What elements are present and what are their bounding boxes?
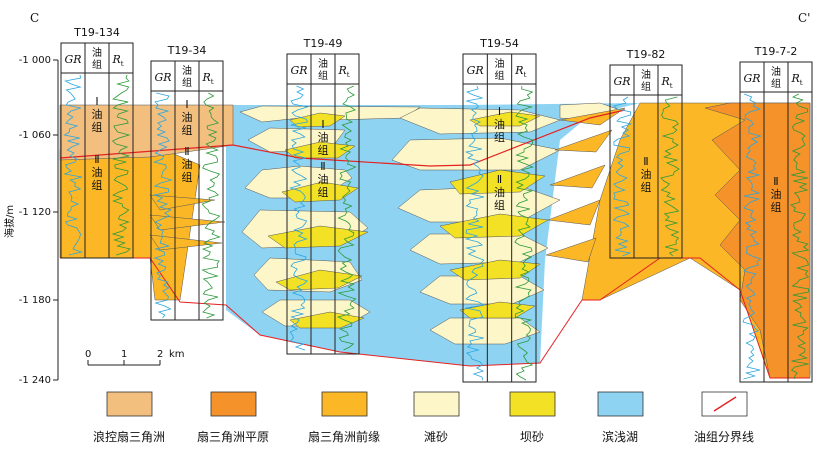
legend-item: 坝砂 xyxy=(509,391,556,444)
rt-column-header: Rt xyxy=(201,71,213,86)
rt-log-curve xyxy=(201,92,221,319)
rt-column-header: Rt xyxy=(111,53,123,68)
rt-log-curve xyxy=(514,85,535,381)
y-tick-label: -1 000 xyxy=(19,55,51,66)
oil-group-label: Ⅰ 油组 xyxy=(92,95,103,134)
rt-log-curve xyxy=(790,93,810,380)
well-t19-54: T19-54 GR 油组 Rt Ⅰ 油组 Ⅱ 油组 xyxy=(462,37,537,383)
section-base-line xyxy=(60,257,810,379)
rt-column-header: Rt xyxy=(337,64,349,79)
oil-group-label: Ⅱ 油组 xyxy=(494,173,505,212)
bar-sand-lenses xyxy=(267,111,549,329)
gr-log-curve xyxy=(742,93,762,380)
legend-label: 滨浅湖 xyxy=(602,429,638,444)
well-t19-134: T19-134 GR 油组 Rt Ⅰ 油组 Ⅱ 油组 xyxy=(60,26,134,259)
well-name: T19-7-2 xyxy=(754,45,798,58)
y-tick-label: -1 060 xyxy=(19,130,51,141)
y-axis: -1 000 -1 060 -1 120 -1 180 -1 240 海拔/m xyxy=(3,55,59,386)
scale-bar: 0 1 2 km xyxy=(85,349,185,366)
gr-log-curve xyxy=(464,85,485,381)
gr-column-header: GR xyxy=(467,64,484,77)
legend-item: 扇三角洲前缘 xyxy=(308,391,380,444)
oil-group-column-header: 油组 xyxy=(641,68,651,93)
gr-column-header: GR xyxy=(154,71,171,84)
oil-group-label: Ⅱ 油组 xyxy=(182,145,193,184)
oil-group-column-header: 油组 xyxy=(318,57,328,82)
legend-swatch xyxy=(413,391,460,417)
gr-log-curve xyxy=(152,92,173,319)
oil-group-label: Ⅱ 油组 xyxy=(641,155,652,194)
y-tick-label: -1 180 xyxy=(19,295,51,306)
well-t19-34: T19-34 GR 油组 Rt Ⅰ 油组 Ⅱ 油组 xyxy=(150,44,224,321)
gr-log-curve xyxy=(63,74,83,256)
legend-label: 滩砂 xyxy=(424,430,448,444)
legend-label: 油组分界线 xyxy=(694,430,754,444)
scale-tick-2: 2 xyxy=(157,349,163,360)
oil-group-label: Ⅰ 油组 xyxy=(182,98,193,137)
legend-label: 坝砂 xyxy=(520,430,544,444)
rt-column-header: Rt xyxy=(660,75,672,90)
gr-log-curve xyxy=(612,96,633,257)
oil-group-column-header: 油组 xyxy=(495,57,505,82)
y-axis-label: 海拔/m xyxy=(3,205,16,238)
well-name: T19-54 xyxy=(479,37,519,50)
gr-column-header: GR xyxy=(64,53,81,66)
oil-group-label: Ⅱ 油组 xyxy=(318,160,329,199)
rt-column-header: Rt xyxy=(790,72,802,87)
gr-column-header: GR xyxy=(613,75,630,88)
oil-group-label: Ⅱ 油组 xyxy=(771,175,782,214)
oil-group-label: Ⅰ 油组 xyxy=(318,118,329,157)
legend-item: 滩砂 xyxy=(413,391,460,444)
legend-label: 浪控扇三角洲 xyxy=(93,429,165,444)
section-left-label: C xyxy=(30,11,39,25)
fan-delta-front-right-tongues xyxy=(545,107,626,263)
legend-swatch xyxy=(597,391,644,417)
legend-item: 滨浅湖 xyxy=(597,391,644,444)
well-name: T19-34 xyxy=(167,44,207,57)
y-axis-ticks: -1 000 -1 060 -1 120 -1 180 -1 240 xyxy=(19,55,58,386)
rt-log-curve xyxy=(660,96,680,257)
gr-log-curve xyxy=(289,85,309,351)
well-name: T19-82 xyxy=(626,48,666,61)
y-tick-label: -1 240 xyxy=(19,375,51,386)
well-t19-82: T19-82 GR 油组 Rt Ⅱ 油组 xyxy=(609,48,683,259)
legend-swatch xyxy=(210,391,257,417)
section-body xyxy=(59,102,811,379)
well-name: T19-134 xyxy=(73,26,120,39)
legend-item: 浪控扇三角洲 xyxy=(93,391,165,444)
rt-column-header: Rt xyxy=(514,64,526,79)
scale-tick-0: 0 xyxy=(85,349,91,360)
oil-group-column-header: 油组 xyxy=(92,46,102,71)
oil-group-column-header: 油组 xyxy=(771,65,781,90)
legend-swatch xyxy=(509,391,556,417)
oil-group-column-header: 油组 xyxy=(182,64,192,89)
scale-unit: km xyxy=(169,349,185,360)
legend-item: 油组分界线 xyxy=(694,391,754,444)
legend-label: 扇三角洲平原 xyxy=(197,429,269,444)
gr-column-header: GR xyxy=(290,64,307,77)
wave-controlled-fan-delta xyxy=(59,104,234,161)
scale-tick-1: 1 xyxy=(121,349,127,360)
well-name: T19-49 xyxy=(303,37,343,50)
legend-swatch xyxy=(321,391,368,417)
rt-log-curve xyxy=(111,74,131,256)
y-tick-label: -1 120 xyxy=(19,207,51,218)
legend-label: 扇三角洲前缘 xyxy=(308,429,380,444)
well-t19-7-2: T19-7-2 GR 油组 Rt Ⅱ 油组 xyxy=(739,45,813,383)
oil-group-label: Ⅰ 油组 xyxy=(494,105,505,144)
gr-column-header: GR xyxy=(743,72,760,85)
oil-group-label: Ⅱ 油组 xyxy=(92,153,103,192)
legend-item: 扇三角洲平原 xyxy=(197,391,269,444)
rt-log-curve xyxy=(336,85,357,351)
oil-group-boundary-line xyxy=(59,109,626,167)
legend-swatch xyxy=(106,391,153,417)
well-t19-49: T19-49 GR 油组 Rt Ⅰ 油组 Ⅱ 油组 xyxy=(286,37,360,355)
legend: 浪控扇三角洲 扇三角洲平原 扇三角洲前缘 滩砂 坝砂 滨浅湖 油组分界线 xyxy=(93,391,754,444)
section-right-label: C' xyxy=(798,11,810,25)
